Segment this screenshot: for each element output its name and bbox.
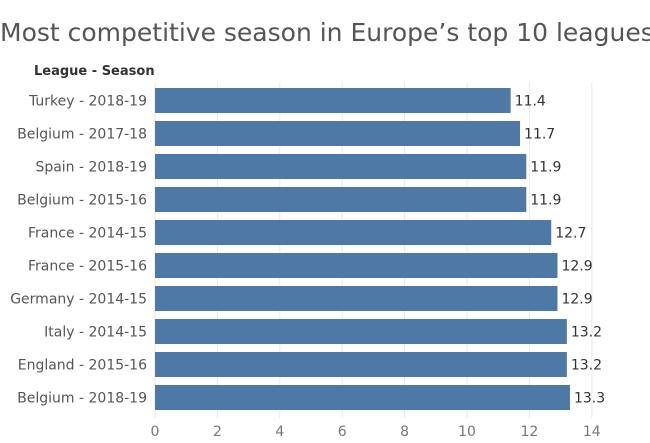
data-label: 11.4 bbox=[515, 94, 546, 110]
bar bbox=[155, 385, 570, 410]
chart-title: Most competitive season in Europe’s top … bbox=[0, 18, 650, 47]
category-label: Belgium - 2017-18 bbox=[17, 127, 147, 143]
category-label: England - 2015-16 bbox=[18, 358, 147, 374]
category-label: Belgium - 2018-19 bbox=[17, 391, 147, 407]
category-label: Turkey - 2018-19 bbox=[28, 94, 147, 110]
x-tick-label: 12 bbox=[520, 424, 538, 440]
x-tick-label: 8 bbox=[400, 424, 409, 440]
bar bbox=[155, 352, 567, 377]
x-tick-label: 14 bbox=[583, 424, 601, 440]
category-label: Belgium - 2015-16 bbox=[17, 193, 147, 209]
x-tick-label: 4 bbox=[275, 424, 284, 440]
data-label: 12.9 bbox=[561, 292, 592, 308]
bar bbox=[155, 286, 558, 311]
x-tick-label: 2 bbox=[213, 424, 222, 440]
x-tick-label: 6 bbox=[338, 424, 347, 440]
data-label: 13.2 bbox=[571, 358, 602, 374]
bar bbox=[155, 220, 552, 245]
data-label: 13.2 bbox=[571, 325, 602, 341]
bar bbox=[155, 319, 567, 344]
row-header: League - Season bbox=[34, 64, 155, 79]
bar bbox=[155, 121, 521, 146]
data-label: 11.9 bbox=[530, 193, 561, 209]
labels: Turkey - 2018-19 11.4 Belgium - 2017-18 11.… bbox=[10, 94, 605, 407]
data-label: 13.3 bbox=[574, 391, 605, 407]
bar bbox=[155, 88, 511, 113]
category-label: Spain - 2018-19 bbox=[35, 160, 147, 176]
category-label: France - 2015-16 bbox=[28, 259, 147, 275]
category-label: France - 2014-15 bbox=[28, 226, 147, 242]
data-label: 12.7 bbox=[555, 226, 586, 242]
data-label: 11.9 bbox=[530, 160, 561, 176]
x-axis: 0 2 4 6 8 10 12 14 bbox=[151, 424, 601, 440]
bars bbox=[155, 88, 570, 410]
x-tick-label: 10 bbox=[458, 424, 476, 440]
data-label: 11.7 bbox=[524, 127, 555, 143]
x-tick-label: 0 bbox=[151, 424, 160, 440]
category-label: Germany - 2014-15 bbox=[10, 292, 147, 308]
bar bbox=[155, 253, 558, 278]
data-label: 12.9 bbox=[561, 259, 592, 275]
bar bbox=[155, 154, 527, 179]
bar bbox=[155, 187, 527, 212]
category-label: Italy - 2014-15 bbox=[44, 325, 147, 341]
